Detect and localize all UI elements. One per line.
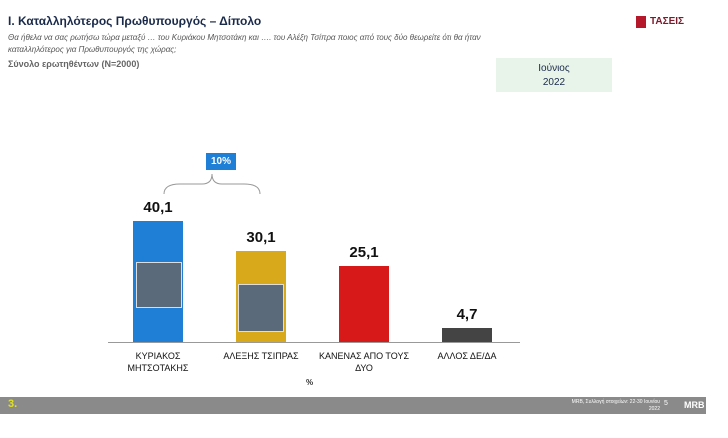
candidate-photo	[136, 262, 182, 308]
value-label: 4,7	[456, 305, 478, 323]
category-label: ΚΥΡΙΑΚΟΣ ΜΗΤΣΟΤΑΚΗΣ	[127, 351, 189, 373]
difference-label: 10%	[206, 153, 236, 170]
slide-number: 3.	[8, 398, 18, 410]
value-label: 30,1	[246, 229, 276, 247]
title: Ι. Καταλληλότερος Πρωθυπουργός – Δίπολο	[8, 14, 262, 28]
company-logo: MRB	[684, 400, 705, 410]
axis-label: %	[306, 378, 314, 387]
subtitle: Θα ήθελα να σας ρωτήσω τώρα μεταξύ … του…	[8, 33, 481, 54]
source: MRB, Συλλογή στοιχείων: 22-30 Ιουνίου 20…	[571, 399, 660, 412]
logo-icon	[636, 16, 646, 28]
period-box: Ιούνιος 2022	[496, 58, 612, 92]
footer-bar	[0, 397, 706, 414]
bar	[339, 266, 389, 342]
page-number: 5	[664, 400, 668, 407]
baseline	[108, 342, 520, 343]
value-label: 25,1	[349, 244, 379, 262]
candidate-photo	[238, 284, 284, 332]
note: Σύνολο ερωτηθέντων (N=2000)	[8, 59, 140, 69]
category-label: ΑΛΕΞΗΣ ΤΣΙΠΡΑΣ	[223, 351, 299, 361]
category-label: ΚΑΝΕΝΑΣ ΑΠΟ ΤΟΥΣ ΔΥΟ	[318, 351, 410, 373]
logo: ΤΑΣΕΙΣ	[650, 16, 685, 27]
value-label: 40,1	[143, 198, 173, 216]
bar	[442, 327, 492, 342]
category-label: ΑΛΛΟΣ ΔΕ/ΔΑ	[437, 351, 497, 361]
bracket	[163, 173, 261, 195]
